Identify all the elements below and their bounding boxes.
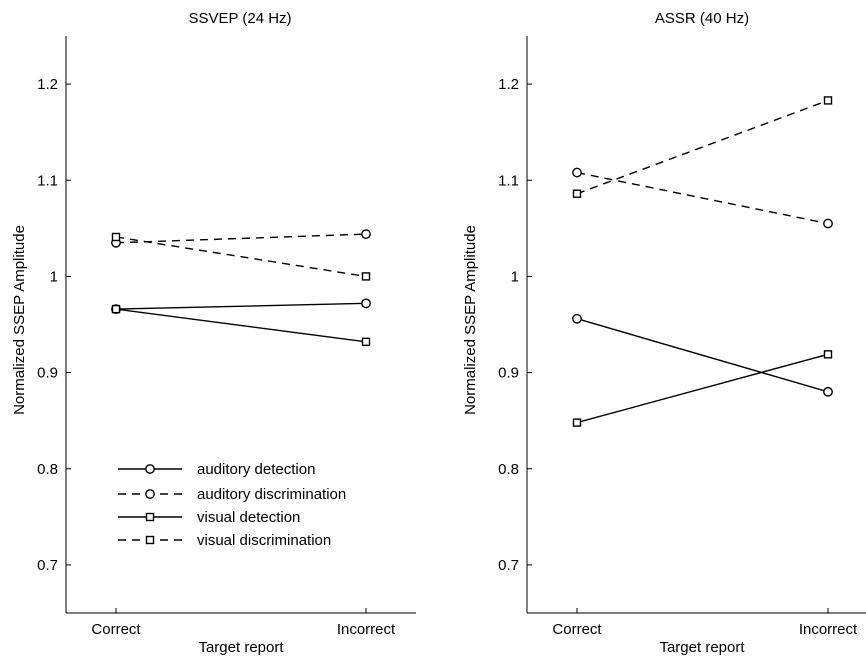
legend: auditory detection auditory discriminati… xyxy=(118,461,346,549)
ssvep-title: SSVEP (24 Hz) xyxy=(188,10,291,27)
legend-label-visual-discrimination: visual discrimination xyxy=(197,532,331,549)
y-tick-label: 0.8 xyxy=(498,461,519,478)
legend-label-auditory-detection: auditory detection xyxy=(197,461,315,478)
legend-circle-marker xyxy=(145,464,155,474)
legend-label-auditory-discrimination: auditory discrimination xyxy=(197,486,346,503)
legend-item-auditory-discrimination: auditory discrimination xyxy=(118,486,346,503)
y-tick-label: 0.7 xyxy=(37,557,58,574)
legend-item-auditory-detection: auditory detection xyxy=(118,461,315,478)
data-point-circle xyxy=(572,313,582,324)
legend-item-visual-detection: visual detection xyxy=(118,509,300,526)
ssvep-y-axis-label: Normalized SSEP Amplitude xyxy=(11,225,28,415)
x-tick-label: Incorrect xyxy=(337,621,396,638)
x-tick-label: Correct xyxy=(91,621,141,638)
ssvep-ticks: 0.7 0.8 0.9 1 1.1 1.2 Correct Incorrect xyxy=(37,76,396,638)
data-point-square xyxy=(361,272,371,281)
legend-square-marker xyxy=(145,535,155,545)
ssvep-axes xyxy=(65,36,416,614)
assr-y-axis-label: Normalized SSEP Amplitude xyxy=(462,225,479,415)
y-tick-label: 0.8 xyxy=(37,461,58,478)
series-line xyxy=(115,236,367,278)
y-tick-label: 1 xyxy=(50,268,58,285)
data-point-square xyxy=(823,350,833,359)
y-tick-label: 1.1 xyxy=(37,172,58,189)
series-line xyxy=(115,302,367,310)
legend-label-visual-detection: visual detection xyxy=(197,509,300,526)
ssvep-x-axis-label: Target report xyxy=(198,639,284,656)
series-line xyxy=(115,233,367,244)
y-tick-label: 1.1 xyxy=(498,172,519,189)
assr-title: ASSR (40 Hz) xyxy=(655,10,749,27)
data-point-square xyxy=(361,337,371,347)
data-point-square xyxy=(111,304,121,314)
y-tick-label: 0.7 xyxy=(498,557,519,574)
series-line xyxy=(576,171,829,225)
series-line xyxy=(576,99,829,195)
ssvep-panel: SSVEP (24 Hz) Normalized SSEP Amplitude … xyxy=(11,10,416,656)
series-line xyxy=(576,318,829,393)
series-line xyxy=(115,308,367,343)
legend-square-marker xyxy=(145,512,155,522)
y-tick-label: 1 xyxy=(511,268,519,285)
assr-panel: ASSR (40 Hz) Normalized SSEP Amplitude T… xyxy=(462,10,866,656)
assr-plot-marks xyxy=(572,96,833,427)
ssvep-plot-marks xyxy=(111,229,371,347)
x-tick-label: Correct xyxy=(552,621,602,638)
y-tick-label: 0.9 xyxy=(498,365,519,382)
assr-x-axis-label: Target report xyxy=(659,639,745,656)
data-point-square xyxy=(823,96,833,105)
assr-ticks: 0.7 0.8 0.9 1 1.1 1.2 Correct Incorrect xyxy=(498,76,858,638)
data-point-square xyxy=(111,232,121,242)
legend-circle-marker xyxy=(145,489,155,499)
data-point-circle xyxy=(823,386,833,397)
y-tick-label: 1.2 xyxy=(37,76,58,93)
data-point-circle xyxy=(572,167,582,178)
data-point-circle xyxy=(361,298,371,309)
legend-item-visual-discrimination: visual discrimination xyxy=(118,532,331,549)
x-tick-label: Incorrect xyxy=(799,621,858,638)
data-point-circle xyxy=(361,229,371,240)
assr-axes xyxy=(526,36,866,614)
data-point-circle xyxy=(823,218,833,229)
data-point-square xyxy=(572,189,582,198)
y-tick-label: 1.2 xyxy=(498,76,519,93)
y-tick-label: 0.9 xyxy=(37,365,58,382)
data-point-square xyxy=(572,418,582,427)
series-line xyxy=(576,353,829,424)
